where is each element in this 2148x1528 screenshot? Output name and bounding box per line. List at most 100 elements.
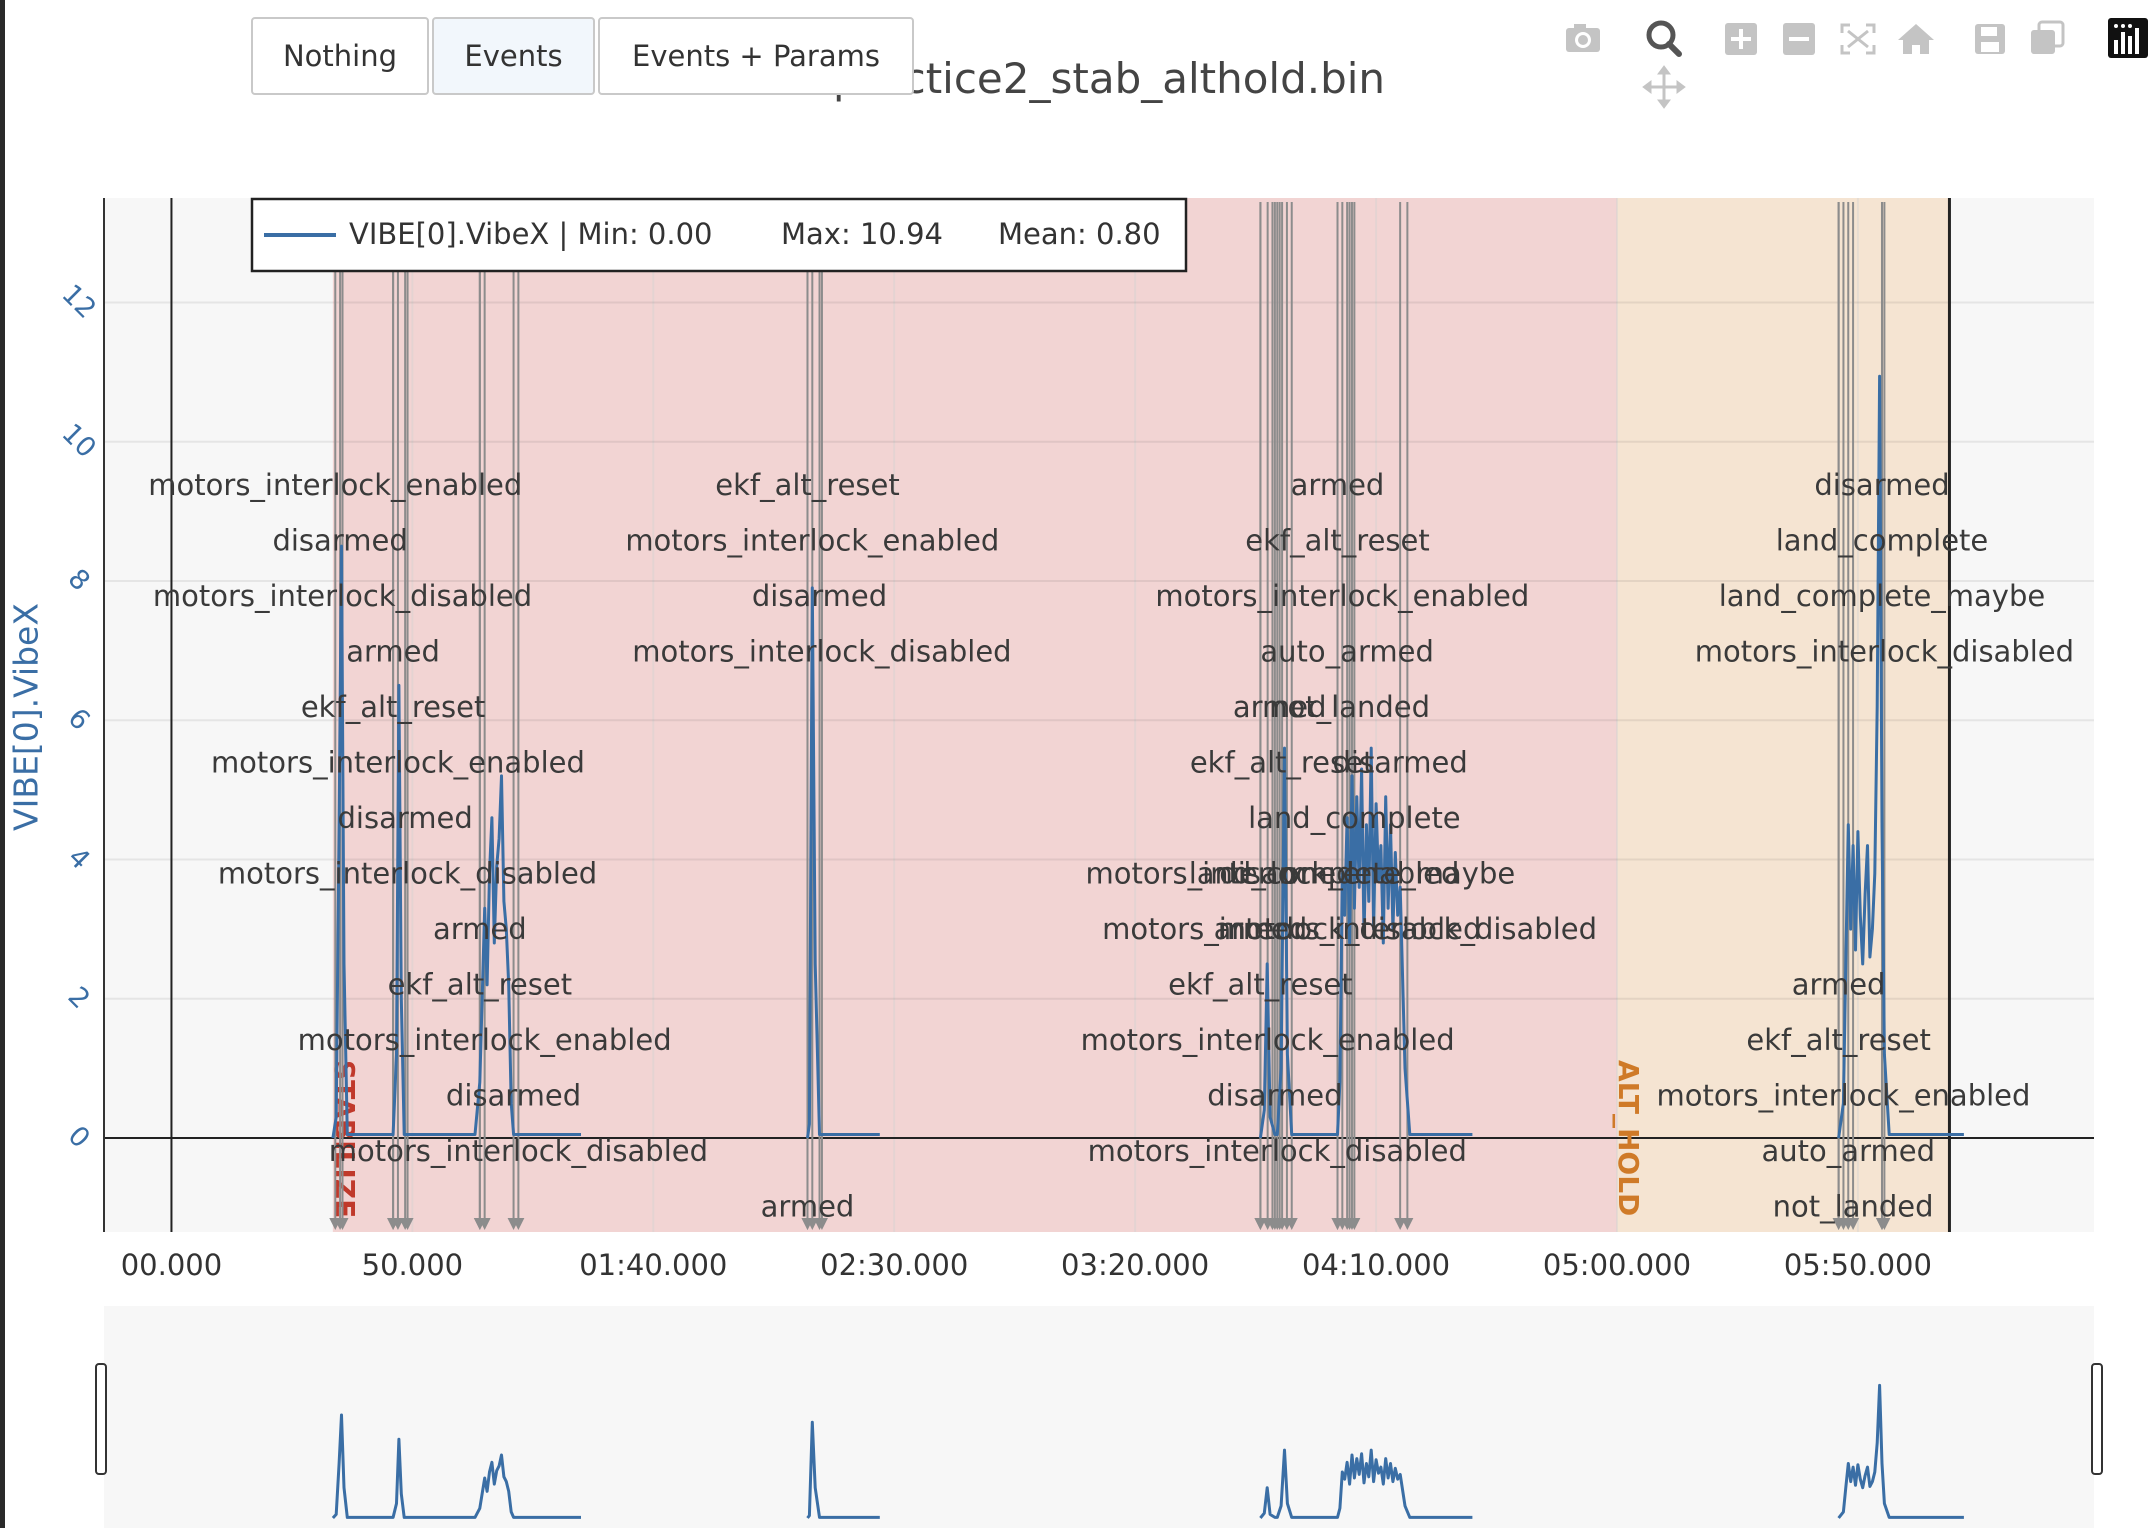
- event-label: armed: [1233, 690, 1327, 724]
- event-mode-toggle: Nothing Events Events + Params: [251, 17, 917, 95]
- camera-icon[interactable]: [1566, 24, 1600, 52]
- event-label: ekf_alt_reset: [1168, 968, 1353, 1002]
- event-marker[interactable]: [1401, 1218, 1414, 1230]
- event-label: motors_interlock_disabled: [1695, 635, 2074, 669]
- event-label: motors_interlock_enabled: [211, 746, 585, 780]
- event-label: ekf_alt_reset: [1746, 1023, 1931, 1057]
- event-label: ekf_alt_reset: [1245, 524, 1430, 558]
- event-label: motors_interlock_disabled: [1088, 1134, 1467, 1168]
- event-marker[interactable]: [1847, 1218, 1860, 1230]
- event-label: armed: [1792, 968, 1886, 1002]
- event-label: disarmed: [1814, 468, 1949, 502]
- x-tick-label: 03:20.000: [1061, 1248, 1209, 1282]
- x-tick-label: 50.000: [362, 1248, 463, 1282]
- event-label: disarmed: [446, 1079, 581, 1113]
- event-marker[interactable]: [401, 1218, 414, 1230]
- series-line[interactable]: [1837, 374, 1964, 1139]
- pan-icon[interactable]: [1642, 65, 1686, 109]
- event-label: motors_interlock_disabled: [329, 1134, 708, 1168]
- event-label: motors_interlock_enabled: [625, 524, 999, 558]
- event-label: land_complete: [1248, 801, 1461, 835]
- event-marker[interactable]: [478, 1218, 491, 1230]
- event-label: motors_interlock_disabled: [153, 579, 532, 613]
- mode-label-alt_hold: ALT_HOLD: [1612, 1060, 1645, 1216]
- legend-max-label: Max: 10.94: [781, 217, 943, 251]
- range-slider-background[interactable]: [104, 1306, 2094, 1528]
- zoom-out-icon[interactable]: [1783, 23, 1815, 55]
- event-label: auto_armed: [1260, 635, 1433, 669]
- mode-label-stabilize: STABILIZE: [328, 1060, 361, 1218]
- autoscale-icon[interactable]: [1840, 23, 1876, 55]
- event-label: ekf_alt_reset: [1190, 746, 1375, 780]
- series-line[interactable]: [331, 544, 581, 1139]
- event-label: motors_interlock_disabled: [218, 857, 597, 891]
- x-tick-label: 01:40.000: [579, 1248, 727, 1282]
- x-tick-label: 05:00.000: [1543, 1248, 1691, 1282]
- mode-band-alt_hold: [1616, 198, 1950, 1232]
- legend-box: [250, 197, 1188, 273]
- zoom-in-icon[interactable]: [1725, 23, 1757, 55]
- event-label: not_landed: [1773, 1190, 1934, 1224]
- event-label: ekf_alt_reset: [301, 690, 486, 724]
- legend-mean-label: Mean: 0.80: [998, 217, 1161, 251]
- y-tick-label: 10: [56, 418, 102, 464]
- x-tick-label: 04:10.000: [1302, 1248, 1450, 1282]
- event-label: land_complete_maybe: [1189, 857, 1516, 891]
- event-label: motors_interlock_disabled: [1218, 912, 1597, 946]
- event-marker[interactable]: [512, 1218, 525, 1230]
- event-label: armed: [1214, 912, 1308, 946]
- event-label: motors_interlock_disabled: [1102, 912, 1481, 946]
- event-label: ekf_alt_reset: [388, 968, 573, 1002]
- legend-series-label: VIBE[0].VibeX | Min: 0.00: [349, 217, 713, 251]
- event-marker[interactable]: [1285, 1218, 1298, 1230]
- event-label: ekf_alt_reset: [715, 468, 900, 502]
- window-edge: [0, 0, 5, 1528]
- event-marker[interactable]: [336, 1218, 349, 1230]
- home-icon[interactable]: [1898, 24, 1934, 54]
- y-tick-label: 8: [62, 563, 96, 597]
- x-tick-label: 02:30.000: [820, 1248, 968, 1282]
- range-slider-left-handle[interactable]: [95, 1363, 107, 1475]
- nothing-button[interactable]: Nothing: [251, 17, 429, 95]
- modebar: [1566, 18, 2148, 109]
- event-label: motors_interlock_enabled: [148, 468, 522, 502]
- zoom-icon[interactable]: [1646, 20, 1682, 57]
- range-slider-line: [1259, 1448, 1473, 1519]
- event-label: auto_armed: [1762, 1134, 1935, 1168]
- event-label: not_landed: [1269, 690, 1430, 724]
- y-tick-label: 12: [56, 279, 102, 325]
- range-slider[interactable]: [95, 1306, 2103, 1528]
- range-slider-right-handle[interactable]: [2091, 1363, 2103, 1475]
- event-label: armed: [1291, 468, 1385, 502]
- event-label: motors_interlock_disabled: [632, 635, 1011, 669]
- compare-icon[interactable]: [2031, 20, 2065, 54]
- event-label: motors_interlock_enabled: [1656, 1079, 2030, 1113]
- event-label: disarmed: [1219, 857, 1354, 891]
- y-tick-label: 4: [62, 842, 96, 876]
- event-marker[interactable]: [1345, 1218, 1358, 1230]
- event-label: disarmed: [338, 801, 473, 835]
- event-label: motors_interlock_enabled: [1155, 579, 1529, 613]
- event-label: armed: [761, 1190, 855, 1224]
- save-icon[interactable]: [1975, 24, 2005, 54]
- event-label: disarmed: [272, 524, 407, 558]
- event-label: land_complete_maybe: [1719, 579, 2046, 613]
- event-label: motors_interlock_enabled: [1085, 857, 1459, 891]
- series-line[interactable]: [1258, 746, 1473, 1139]
- event-label: motors_interlock_enabled: [1081, 1023, 1455, 1057]
- events-button[interactable]: Events: [432, 17, 595, 95]
- events-params-button[interactable]: Events + Params: [598, 17, 914, 95]
- event-marker[interactable]: [1878, 1218, 1891, 1230]
- range-slider-line: [1837, 1383, 1964, 1519]
- event-label: motors_interlock_enabled: [298, 1023, 672, 1057]
- plotly-logo-icon[interactable]: [2108, 18, 2148, 58]
- x-tick-label: 00.000: [121, 1248, 222, 1282]
- legend[interactable]: VIBE[0].VibeX | Min: 0.00 Max: 10.94 Mean:…: [250, 197, 1188, 273]
- x-tick-label: 05:50.000: [1784, 1248, 1932, 1282]
- event-label: armed: [346, 635, 440, 669]
- event-marker[interactable]: [815, 1218, 828, 1230]
- event-label: disarmed: [1207, 1079, 1342, 1113]
- series-line[interactable]: [806, 586, 880, 1139]
- y-tick-label: 2: [62, 981, 96, 1015]
